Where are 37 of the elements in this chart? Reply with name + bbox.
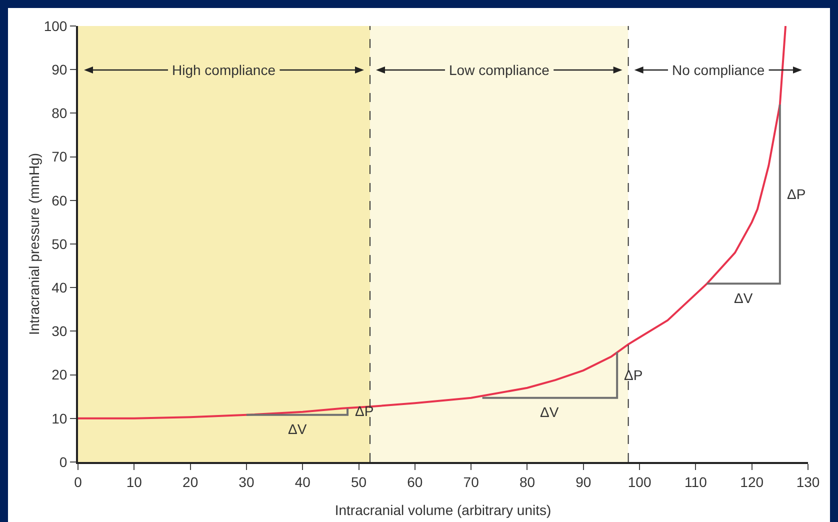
x-tick-label: 120 [740, 474, 764, 490]
x-tick-label: 40 [294, 474, 311, 490]
x-tick-label: 130 [796, 474, 820, 490]
y-tick-label: 70 [52, 148, 68, 165]
x-tick-label: 30 [238, 474, 254, 490]
x-tick-label: 100 [628, 474, 652, 490]
x-tick-label: 60 [407, 474, 423, 490]
x-axis-title: Intracranial volume (arbitrary units) [334, 502, 552, 518]
x-tick-label: 110 [684, 474, 708, 490]
y-tick-label: 30 [52, 323, 68, 340]
x-tick-label: 50 [350, 474, 367, 490]
y-tick-label: 50 [52, 236, 68, 252]
y-tick-label: 10 [52, 410, 68, 426]
annotation: ΔP [355, 403, 374, 419]
x-tick-label: 80 [519, 474, 536, 490]
y-axis-title: Intracranial pressure (mmHg) [26, 152, 42, 336]
y-tick-label: 100 [44, 18, 68, 34]
annotation: ΔP [624, 367, 643, 383]
band-label: Low compliance [449, 62, 550, 78]
band-label: High compliance [172, 62, 276, 78]
annotation: ΔV [540, 404, 560, 420]
x-tick-label: 0 [74, 474, 82, 490]
annotation: ΔP [787, 186, 806, 202]
x-tick-label: 10 [126, 474, 142, 490]
x-tick-label: 20 [182, 474, 198, 490]
y-tick-label: 90 [52, 62, 68, 78]
x-tick-label: 70 [463, 474, 480, 490]
x-tick-label: 90 [576, 474, 592, 490]
annotation: ΔV [734, 290, 754, 306]
band-label: No compliance [672, 62, 765, 78]
y-tick-label: 60 [52, 192, 68, 208]
y-tick-label: 0 [59, 454, 68, 470]
line-series [78, 26, 787, 420]
y-tick-label: 40 [52, 280, 68, 296]
y-tick-label: 80 [52, 105, 68, 122]
y-tick-label: 20 [52, 366, 68, 383]
annotation: ΔV [288, 421, 308, 437]
